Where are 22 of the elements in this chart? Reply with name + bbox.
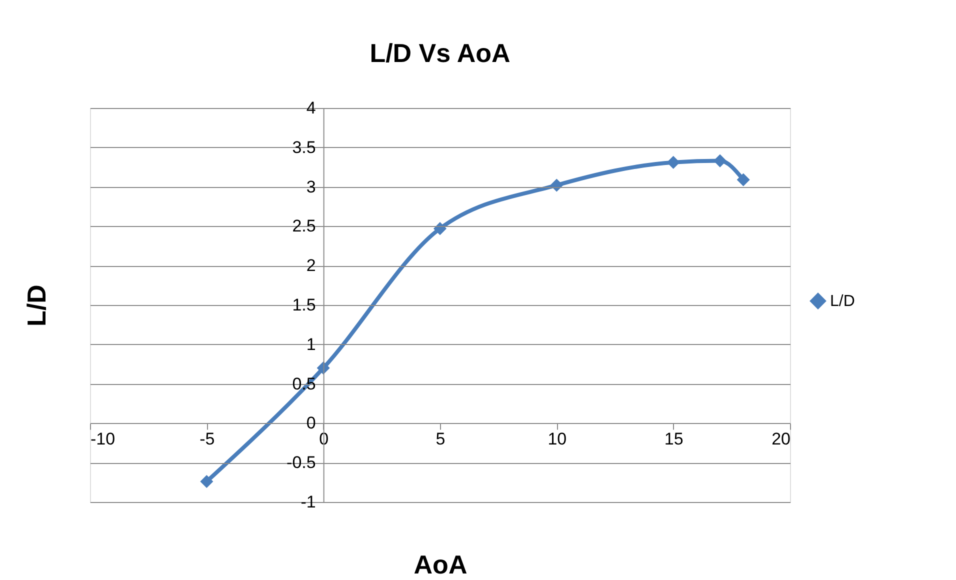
x-tick-label: 5 xyxy=(436,430,446,449)
x-tick-label: 10 xyxy=(548,430,567,449)
y-axis-title: L/D xyxy=(22,284,52,326)
y-tick-label: -1 xyxy=(300,492,316,512)
y-tick-label: 1 xyxy=(306,334,316,354)
y-tick-label: 3.5 xyxy=(292,138,316,157)
y-tick-label: 1.5 xyxy=(292,296,316,314)
x-tick-label: -10 xyxy=(90,430,116,449)
x-axis-title: AoA xyxy=(414,550,468,580)
y-tick-label: 4 xyxy=(306,98,316,118)
y-tick-label: 0 xyxy=(306,414,316,433)
x-tick-label: 0 xyxy=(319,430,329,449)
legend-label: L/D xyxy=(830,293,855,310)
y-tick-label: 2 xyxy=(306,256,316,276)
y-tick-label: 3 xyxy=(306,177,316,196)
x-tick-label: 20 xyxy=(772,430,790,449)
y-tick-label: 0.5 xyxy=(292,374,316,394)
x-tick-label: 15 xyxy=(664,430,684,449)
y-tick-label: -0.5 xyxy=(286,453,316,472)
y-tick-label: 2.5 xyxy=(292,216,316,236)
x-tick-label: -5 xyxy=(200,430,215,449)
chart-title: L/D Vs AoA xyxy=(370,38,511,68)
